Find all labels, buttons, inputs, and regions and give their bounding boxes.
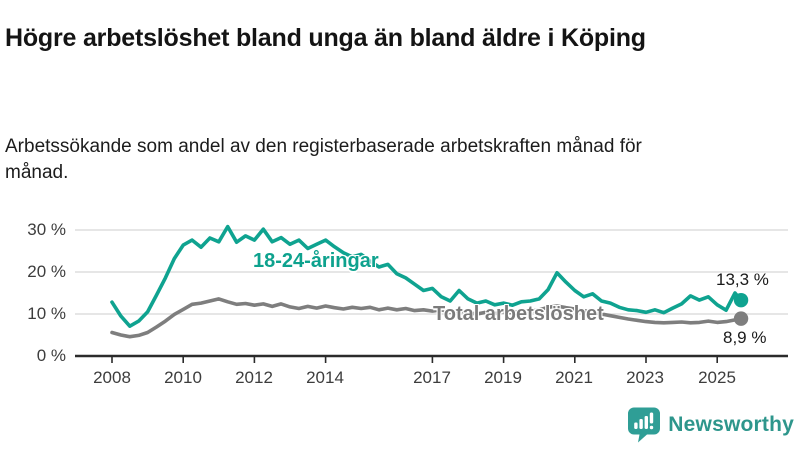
newsworthy-branding: Newsworthy [626,406,794,443]
x-axis-tick-label: 2025 [698,368,736,387]
x-axis-tick-label: 2017 [413,368,451,387]
end-value-label-youth: 13,3 % [716,270,769,289]
newsworthy-wordmark: Newsworthy [668,412,794,436]
y-axis-tick-label: 10 % [27,304,66,323]
end-value-label-total: 8,9 % [723,328,767,347]
y-axis-tick-label: 30 % [27,220,66,239]
newsworthy-logo-icon [626,406,662,443]
y-axis-tick-label: 20 % [27,262,66,281]
series-label-total: Total arbetslöshet [433,303,604,325]
x-axis-tick-label: 2014 [306,368,344,387]
x-axis-tick-label: 2023 [626,368,664,387]
x-axis-tick-label: 2021 [555,368,593,387]
x-axis-tick-label: 2019 [484,368,522,387]
x-axis-tick-label: 2010 [164,368,202,387]
x-axis-tick-label: 2012 [235,368,273,387]
x-axis-tick-label: 2008 [93,368,131,387]
page-title: Högre arbetslöshet bland unga än bland ä… [5,23,646,52]
chart-subtitle: Arbetssökande som andel av den registerb… [5,136,642,184]
y-axis-tick-label: 0 % [36,346,66,365]
series-label-youth: 18-24-åringar [253,250,379,272]
